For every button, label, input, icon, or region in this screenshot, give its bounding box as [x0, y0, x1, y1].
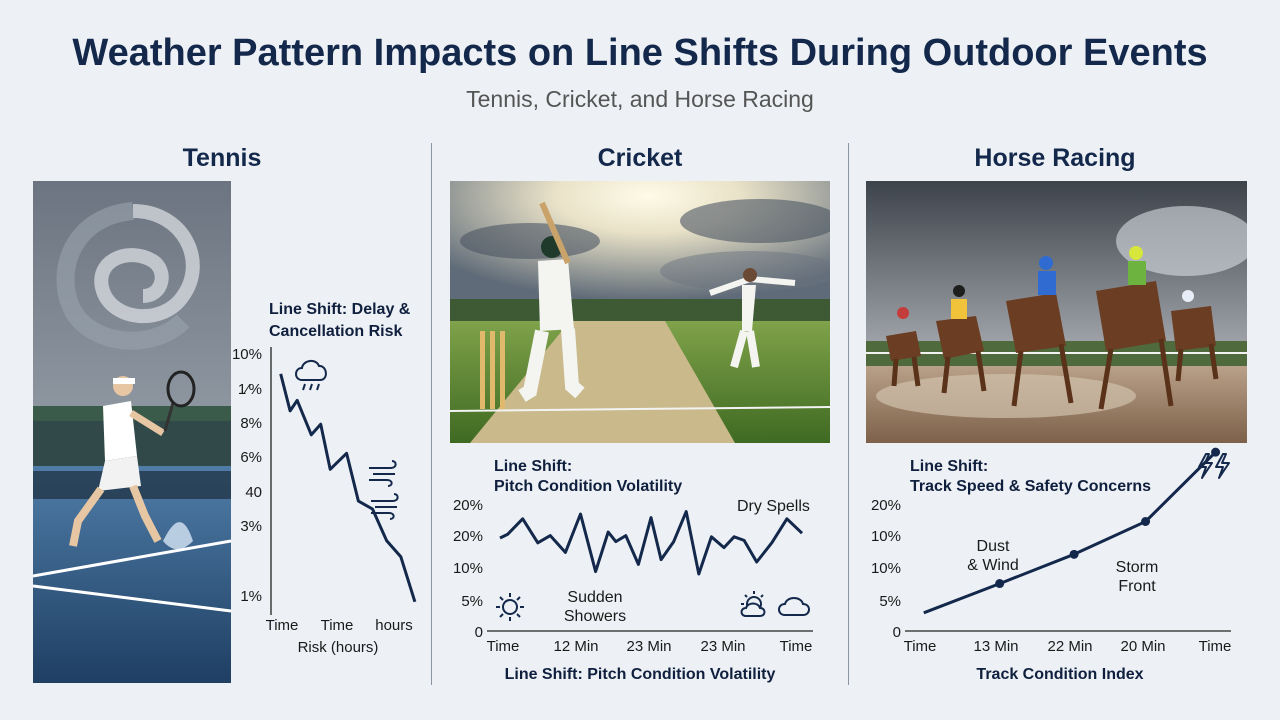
cricket-y-tick-label: 10%: [453, 560, 483, 577]
page-title: Weather Pattern Impacts on Line Shifts D…: [72, 32, 1208, 74]
tennis-chart-heading-line1: Line Shift: Delay &: [269, 301, 411, 318]
cricket-annotation-sudden: Sudden: [567, 589, 622, 606]
cricket-series-line: [499, 510, 804, 576]
horse-data-point: [995, 579, 1005, 589]
tennis-y-tick-label: 10%: [232, 346, 262, 363]
horse-annotation-front: Front: [1118, 578, 1156, 595]
wind-icon: [369, 460, 397, 487]
lightning-icon: [1198, 453, 1230, 479]
cricket-x-tick-label: 12 Min: [553, 638, 598, 655]
tennis-y-tick-label: 6%: [240, 449, 262, 466]
horse-y-tick-label: 0: [893, 624, 901, 641]
horse-racing-title: Horse Racing: [974, 144, 1136, 172]
tennis-x-tick-label: hours: [375, 617, 413, 634]
horse-x-tick-label: Time: [1199, 638, 1232, 655]
cricket-y-tick-label: 5%: [461, 593, 483, 610]
cricket-x-tick-label: Time: [780, 638, 813, 655]
horse-series-line: [923, 451, 1217, 615]
tennis-chart-heading-line2: Cancellation Risk: [269, 323, 402, 340]
cricket-x-tick-label: 23 Min: [700, 638, 745, 655]
horse-racing-chart: Line Shift: Track Speed & Safety Concern…: [871, 447, 1232, 683]
horse-y-tick-label: 10%: [871, 528, 901, 545]
partly-sunny-icon: [740, 591, 766, 617]
tennis-y-tick-label: 1%: [240, 588, 262, 605]
horse-annotation-storm: Storm: [1116, 559, 1159, 576]
tennis-x-ticks: Time Time hours: [266, 617, 413, 634]
tennis-title: Tennis: [182, 144, 262, 172]
horse-x-tick-label: 13 Min: [973, 638, 1018, 655]
column-divider-1: [431, 143, 432, 685]
page-subtitle: Tennis, Cricket, and Horse Racing: [466, 86, 814, 112]
horse-x-tick-label: Time: [904, 638, 937, 655]
horse-x-ticks: Time 13 Min 22 Min 20 Min Time: [904, 638, 1232, 655]
cricket-title: Cricket: [597, 144, 683, 172]
cricket-chart-heading-line1: Line Shift:: [494, 458, 572, 475]
horse-data-point: [1211, 447, 1221, 457]
cricket-y-ticks: 20% 20% 10% 5% 0: [453, 497, 483, 641]
tennis-x-axis-label: Risk (hours): [298, 639, 379, 656]
horse-annotation-wind: & Wind: [967, 557, 1019, 574]
cricket-chart: Line Shift: Pitch Condition Volatility 2…: [453, 458, 813, 683]
tennis-series-line: [279, 373, 417, 603]
horse-x-tick-label: 22 Min: [1047, 638, 1092, 655]
tennis-chart: Line Shift: Delay & Cancellation Risk 10…: [232, 301, 417, 656]
horse-annotation-dust: Dust: [977, 538, 1010, 555]
horse-y-tick-label: 20%: [871, 497, 901, 514]
cricket-chart-heading-line2: Pitch Condition Volatility: [494, 478, 682, 495]
cricket-y-tick-label: 20%: [453, 528, 483, 545]
cloud-icon: [778, 597, 810, 616]
horse-y-tick-label: 5%: [879, 593, 901, 610]
tennis-y-ticks: 10% 1⁄% 8% 6% 40 3% 1%: [232, 346, 262, 605]
cricket-x-axis-label: Line Shift: Pitch Condition Volatility: [505, 666, 776, 683]
cricket-x-ticks: Time 12 Min 23 Min 23 Min Time: [487, 638, 813, 655]
cricket-x-tick-label: 23 Min: [626, 638, 671, 655]
tennis-x-tick-label: Time: [266, 617, 299, 634]
cricket-photo: [450, 181, 830, 443]
tennis-y-tick-label: 1⁄%: [238, 381, 262, 398]
horse-x-tick-label: 20 Min: [1120, 638, 1165, 655]
horse-data-points: [995, 447, 1221, 589]
tennis-y-tick-label: 40: [245, 484, 262, 501]
cricket-x-tick-label: Time: [487, 638, 520, 655]
horse-y-ticks: 20% 10% 10% 5% 0: [871, 497, 901, 641]
cricket-annotation-showers: Showers: [564, 608, 626, 625]
cricket-y-tick-label: 0: [475, 624, 483, 641]
column-divider-2: [848, 143, 849, 685]
horse-chart-heading-line2: Track Speed & Safety Concerns: [910, 478, 1151, 495]
horse-x-axis-label: Track Condition Index: [976, 666, 1143, 683]
horse-y-tick-label: 10%: [871, 560, 901, 577]
cricket-annotation-dry-spells: Dry Spells: [737, 498, 810, 515]
horse-racing-photo: [866, 181, 1247, 443]
cricket-y-tick-label: 20%: [453, 497, 483, 514]
tennis-y-tick-label: 8%: [240, 415, 262, 432]
horse-chart-heading-line1: Line Shift:: [910, 458, 988, 475]
horse-data-point: [1141, 517, 1151, 526]
tennis-y-tick-label: 3%: [240, 518, 262, 535]
rain-cloud-icon: [295, 360, 327, 391]
tennis-photo: [33, 181, 231, 683]
sun-icon: [496, 593, 524, 621]
tennis-x-tick-label: Time: [321, 617, 354, 634]
horse-data-point: [1069, 549, 1079, 559]
wind-icon: [371, 493, 399, 520]
